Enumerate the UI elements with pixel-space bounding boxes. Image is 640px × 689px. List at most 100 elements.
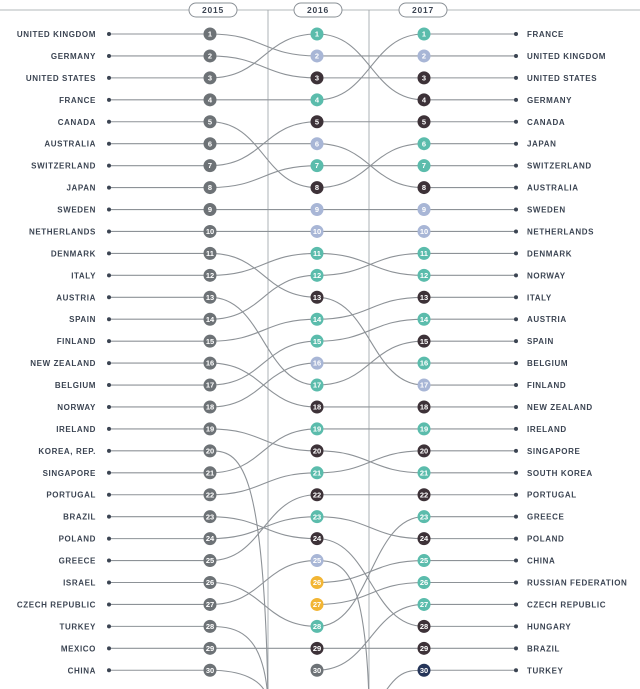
link-2016-2017 [316,33,425,101]
rank-marker-2015[interactable]: 28 [203,619,217,633]
rank-marker-2016[interactable]: 21 [310,466,324,480]
year-header-2015[interactable]: 2015 [188,2,238,18]
rank-marker-2016[interactable]: 6 [310,137,324,151]
rank-marker-2015[interactable]: 23 [203,510,217,524]
rank-marker-2016[interactable]: 8 [310,181,324,195]
rank-marker-2015[interactable]: 16 [203,356,217,370]
year-header-2017[interactable]: 2017 [398,2,448,18]
rank-marker-2015[interactable]: 11 [203,246,217,260]
rank-marker-2017[interactable]: 11 [417,246,431,260]
rank-marker-2017[interactable]: 21 [417,466,431,480]
rank-marker-2017[interactable]: 23 [417,510,431,524]
rank-marker-2015[interactable]: 1 [203,27,217,41]
connector-dot-2017 [514,32,518,36]
rank-marker-2015[interactable]: 3 [203,71,217,85]
rank-marker-2017[interactable]: 28 [417,619,431,633]
rank-marker-2017[interactable]: 16 [417,356,431,370]
rank-marker-2015[interactable]: 24 [203,532,217,546]
rank-marker-2015[interactable]: 2 [203,49,217,63]
rank-marker-2016[interactable]: 3 [310,71,324,85]
rank-marker-2017[interactable]: 12 [417,268,431,282]
rank-marker-2017[interactable]: 3 [417,71,431,85]
rank-marker-2015[interactable]: 29 [203,641,217,655]
rank-marker-2016[interactable]: 12 [310,268,324,282]
rank-marker-2016[interactable]: 20 [310,444,324,458]
rank-marker-2015[interactable]: 14 [203,312,217,326]
rank-marker-2016[interactable]: 25 [310,554,324,568]
year-header-2016[interactable]: 2016 [293,2,343,18]
rank-marker-2016[interactable]: 2 [310,49,324,63]
rank-marker-2017[interactable]: 25 [417,554,431,568]
rank-marker-2016[interactable]: 26 [310,576,324,589]
rank-marker-2015[interactable]: 17 [203,378,217,392]
rank-marker-2016[interactable]: 24 [310,532,324,546]
rank-marker-2017[interactable]: 30 [417,663,431,677]
rank-marker-2015[interactable]: 21 [203,466,217,480]
rank-marker-2015[interactable]: 6 [203,137,217,151]
rank-marker-2016[interactable]: 15 [310,334,324,348]
rank-marker-2015[interactable]: 9 [203,203,217,217]
rank-marker-2017[interactable]: 4 [417,93,431,107]
rank-marker-2015[interactable]: 7 [203,159,217,173]
rank-marker-2017[interactable]: 27 [417,597,431,611]
rank-marker-2017[interactable]: 8 [417,181,431,195]
link-2017-entry [386,669,425,689]
rank-number: 18 [206,403,214,412]
rank-marker-2016[interactable]: 5 [310,115,324,129]
rank-marker-2016[interactable]: 14 [310,312,324,326]
rank-marker-2017[interactable]: 10 [417,224,431,238]
rank-marker-2017[interactable]: 1 [417,27,431,41]
rank-marker-2017[interactable]: 22 [417,488,431,502]
rank-marker-2015[interactable]: 12 [203,268,217,282]
rank-marker-2017[interactable]: 2 [417,49,431,63]
rank-marker-2015[interactable]: 13 [203,290,217,304]
rank-marker-2017[interactable]: 26 [417,576,431,589]
rank-marker-2015[interactable]: 4 [203,93,217,107]
rank-marker-2016[interactable]: 23 [310,510,324,524]
rank-marker-2016[interactable]: 16 [310,356,324,370]
rank-marker-2017[interactable]: 7 [417,159,431,173]
rank-marker-2017[interactable]: 15 [417,334,431,348]
rank-marker-2015[interactable]: 10 [203,224,217,238]
rank-marker-2017[interactable]: 5 [417,115,431,129]
rank-marker-2015[interactable]: 5 [203,115,217,129]
rank-marker-2015[interactable]: 27 [203,597,217,611]
rank-marker-2016[interactable]: 22 [310,488,324,502]
rank-marker-2017[interactable]: 29 [417,641,431,655]
rank-marker-2015[interactable]: 15 [203,334,217,348]
rank-number: 29 [313,644,321,653]
rank-marker-2016[interactable]: 27 [310,597,324,611]
rank-marker-2017[interactable]: 9 [417,203,431,217]
rank-marker-2017[interactable]: 17 [417,378,431,392]
rank-marker-2017[interactable]: 19 [417,422,431,436]
rank-number: 4 [315,95,320,104]
connector-dot-2015 [107,185,111,190]
rank-marker-2015[interactable]: 30 [203,663,217,677]
rank-marker-2016[interactable]: 9 [310,203,324,217]
rank-marker-2016[interactable]: 19 [310,422,324,436]
rank-marker-2016[interactable]: 28 [310,619,324,633]
rank-marker-2017[interactable]: 13 [417,290,431,304]
rank-marker-2017[interactable]: 20 [417,444,431,458]
rank-marker-2015[interactable]: 22 [203,488,217,502]
rank-marker-2016[interactable]: 10 [310,224,324,238]
rank-marker-2017[interactable]: 18 [417,400,431,414]
rank-marker-2017[interactable]: 14 [417,312,431,326]
rank-marker-2015[interactable]: 25 [203,554,217,568]
rank-marker-2016[interactable]: 29 [310,641,324,655]
rank-marker-2015[interactable]: 19 [203,422,217,436]
rank-marker-2016[interactable]: 1 [310,27,324,41]
rank-marker-2016[interactable]: 18 [310,400,324,414]
rank-marker-2017[interactable]: 6 [417,137,431,151]
rank-marker-2015[interactable]: 26 [203,576,217,589]
rank-marker-2015[interactable]: 18 [203,400,217,414]
rank-marker-2016[interactable]: 7 [310,159,324,173]
rank-marker-2016[interactable]: 17 [310,378,324,392]
rank-marker-2015[interactable]: 20 [203,444,217,458]
rank-marker-2016[interactable]: 4 [310,93,324,107]
rank-marker-2017[interactable]: 24 [417,532,431,546]
rank-marker-2016[interactable]: 13 [310,290,324,304]
rank-marker-2016[interactable]: 11 [310,246,324,260]
rank-marker-2015[interactable]: 8 [203,181,217,195]
rank-marker-2016[interactable]: 30 [310,663,324,677]
